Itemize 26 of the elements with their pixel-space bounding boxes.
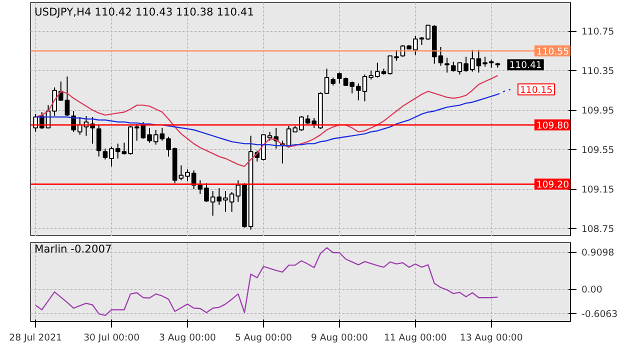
x-tick-label: 9 Aug 00:00 bbox=[310, 332, 368, 344]
y-tick-label: 0.00 bbox=[582, 284, 602, 296]
chart-title: USDJPY,H4 110.42 110.43 110.38 110.41 bbox=[34, 6, 254, 18]
y-tick-label: 110.35 bbox=[582, 66, 614, 78]
ref-line-label: 110.55 bbox=[536, 46, 570, 58]
ref-line-label: 109.20 bbox=[536, 180, 570, 191]
y-tick-label: 0.9098 bbox=[582, 248, 614, 259]
y-tick-label: 108.75 bbox=[582, 224, 614, 236]
candlestick bbox=[444, 57, 450, 74]
y-tick-label: 109.15 bbox=[582, 184, 614, 196]
x-tick-label: 3 Aug 00:00 bbox=[159, 332, 216, 344]
y-tick-label: -0.6063 bbox=[582, 309, 618, 320]
y-tick-label: 109.55 bbox=[582, 145, 614, 156]
ref-line-label: 109.80 bbox=[536, 120, 570, 132]
annotation: 110.41 bbox=[509, 60, 542, 72]
x-tick-label: 13 Aug 00:00 bbox=[460, 332, 523, 344]
x-tick-label: 30 Jul 00:00 bbox=[84, 332, 140, 344]
y-tick-label: 109.95 bbox=[582, 106, 614, 117]
candlestick bbox=[96, 124, 102, 158]
x-tick-label: 28 Jul 2021 bbox=[9, 332, 62, 344]
y-tick-label: 110.75 bbox=[582, 26, 614, 38]
x-tick-label: 11 Aug 00:00 bbox=[384, 332, 447, 344]
text: 110.15 bbox=[520, 84, 553, 96]
line-series bbox=[34, 74, 498, 167]
x-tick-label: 5 Aug 00:00 bbox=[234, 332, 292, 344]
chart-title: Marlin -0.2007 bbox=[34, 242, 112, 256]
